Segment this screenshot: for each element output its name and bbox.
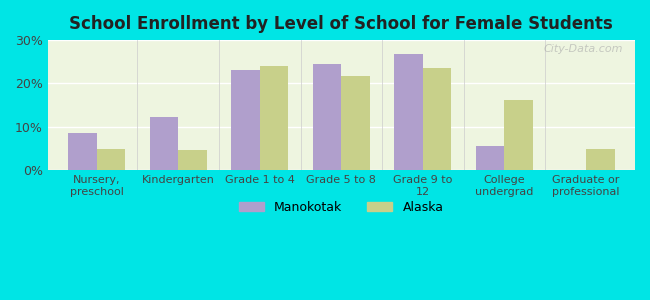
- Bar: [476, 146, 504, 170]
- Bar: [260, 66, 289, 170]
- Bar: [423, 68, 452, 170]
- Bar: [231, 70, 260, 170]
- Title: School Enrollment by Level of School for Female Students: School Enrollment by Level of School for…: [70, 15, 613, 33]
- Bar: [97, 148, 125, 170]
- Bar: [341, 76, 370, 170]
- Text: City-Data.com: City-Data.com: [544, 44, 623, 54]
- Bar: [504, 100, 533, 170]
- Bar: [150, 117, 178, 170]
- Legend: Manokotak, Alaska: Manokotak, Alaska: [234, 196, 448, 219]
- Bar: [586, 149, 615, 170]
- Bar: [178, 150, 207, 170]
- Bar: [68, 134, 97, 170]
- Bar: [313, 64, 341, 170]
- Bar: [395, 54, 423, 170]
